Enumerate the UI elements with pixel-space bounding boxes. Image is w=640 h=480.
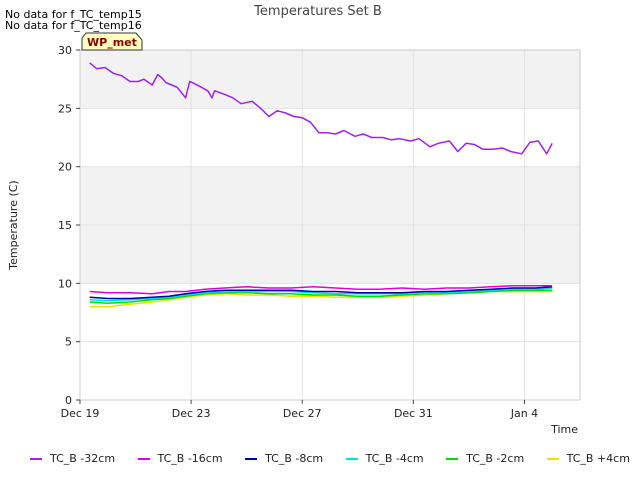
legend-label: TC_B -8cm <box>265 452 324 465</box>
legend-swatch <box>345 457 358 460</box>
y-tick-label-5: 25 <box>58 102 72 115</box>
chart-title: Temperatures Set B <box>253 4 382 19</box>
annotation-box <box>81 32 143 51</box>
series-line-tc-b-8cm <box>89 286 553 300</box>
series-line-tc-b-16cm <box>89 284 553 295</box>
legend-item: TC_B -16cm <box>137 452 223 465</box>
legend-item: TC_B -2cm <box>446 452 524 465</box>
legend-item: TC_B -4cm <box>345 452 424 465</box>
legend-item: TC_B +4cm <box>546 452 630 465</box>
legend-item: TC_B -8cm <box>245 452 323 465</box>
series-line-tc-b-4cm <box>89 287 553 302</box>
series-line-tc-b-2cm <box>89 289 553 304</box>
legend-label: TC_B +4cm <box>566 452 630 465</box>
x-tick-label-2: Dec 27 <box>283 407 322 420</box>
legend-swatch <box>245 457 258 460</box>
legend-swatch <box>30 457 42 460</box>
no-data-note-1: No data for f_TC_temp15 <box>5 8 142 21</box>
legend-label: TC_B -16cm <box>157 452 223 465</box>
legend-label: TC_B -32cm <box>50 452 116 465</box>
legend-label: TC_B -2cm <box>466 452 525 465</box>
x-tick-label-3: Dec 31 <box>394 407 433 420</box>
legend-swatch <box>446 457 459 460</box>
y-axis-label: Temperature (C) <box>7 180 20 270</box>
series-line-tc-b-32cm <box>89 62 553 155</box>
y-tick-label-3: 15 <box>58 219 72 232</box>
legend-swatch <box>546 457 559 460</box>
legend-item: TC_B -32cm <box>30 452 115 465</box>
x-tick-label-4: Jan 4 <box>510 407 538 420</box>
y-tick-label-4: 20 <box>58 161 72 174</box>
no-data-note-2: No data for f_TC_temp16 <box>5 19 142 32</box>
x-axis-label: Time <box>550 423 578 436</box>
annotation-label: WP_met <box>87 36 137 49</box>
x-tick-label-1: Dec 23 <box>172 407 211 420</box>
y-tick-label-6: 30 <box>58 44 72 57</box>
y-tick-label-0: 0 <box>65 394 72 407</box>
legend-swatch <box>137 457 150 460</box>
y-tick-label-1: 5 <box>65 336 72 349</box>
y-tick-label-2: 10 <box>58 277 72 290</box>
legend-label: TC_B -4cm <box>365 452 424 465</box>
x-tick-label-0: Dec 19 <box>61 407 100 420</box>
legend: TC_B -32cm TC_B -16cm TC_B -8cm TC_B -4cm TC… <box>30 452 630 465</box>
